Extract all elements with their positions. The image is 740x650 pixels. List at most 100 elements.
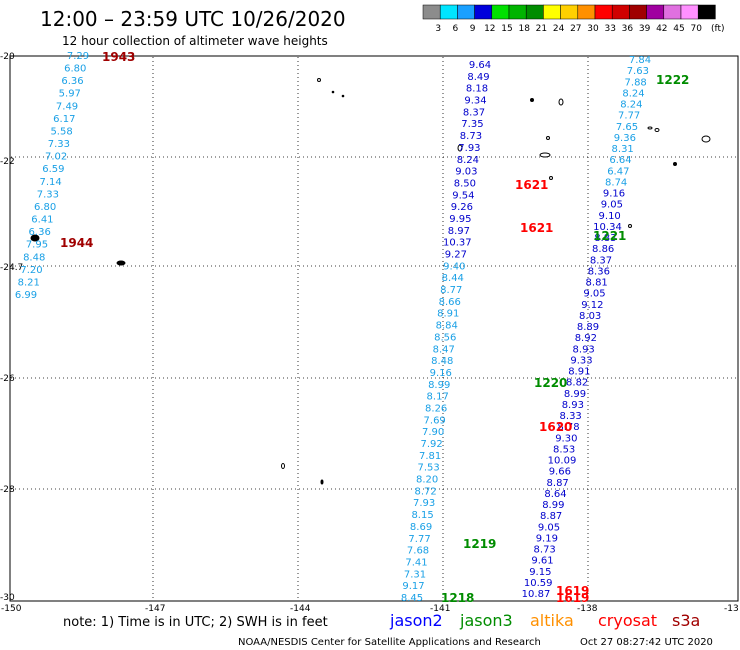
wave-height-value: 8.45 bbox=[401, 593, 423, 604]
pass-label: 1619 bbox=[556, 584, 589, 598]
map-subtitle: 12 hour collection of altimeter wave hei… bbox=[62, 34, 328, 48]
legend-label: 70 bbox=[690, 24, 702, 34]
wave-height-value: 8.73 bbox=[460, 131, 482, 142]
satellite-name: jason3 bbox=[459, 611, 513, 630]
wave-height-value: 7.69 bbox=[424, 415, 446, 426]
wave-height-value: 9.27 bbox=[445, 250, 467, 261]
legend-swatch bbox=[439, 4, 458, 20]
legend-label: 45 bbox=[673, 24, 684, 34]
pass-label: 1619 bbox=[556, 591, 589, 605]
wave-height-value: 7.29 bbox=[67, 51, 89, 62]
legend-swatch bbox=[577, 4, 596, 20]
lat-label: -24.7 bbox=[0, 263, 23, 273]
satellite-name: jason2 bbox=[389, 611, 443, 630]
legend-label: 9 bbox=[470, 24, 476, 34]
wave-height-value: 7.84 bbox=[629, 55, 651, 66]
wave-height-value: 7.65 bbox=[616, 122, 638, 133]
wave-height-value: 6.80 bbox=[64, 64, 86, 75]
wave-height-value: 8.99 bbox=[564, 389, 586, 400]
wave-height-value: 8.36 bbox=[588, 266, 610, 277]
pass-label: 1222 bbox=[656, 73, 689, 87]
wave-height-value: 8.48 bbox=[23, 252, 45, 263]
wave-height-value: 9.33 bbox=[570, 355, 592, 366]
wave-height-value: 8.15 bbox=[411, 510, 433, 521]
legend-label: 21 bbox=[536, 24, 547, 34]
pass-label: 1621 bbox=[520, 221, 553, 235]
wave-height-value: 8.18 bbox=[466, 84, 488, 95]
latitude-labels: -20 -22 -24.7 -26 -28 -30 bbox=[0, 52, 23, 603]
wave-height-value: 9.34 bbox=[464, 96, 486, 107]
wave-height-value: 7.41 bbox=[405, 557, 427, 568]
pass-label: 1621 bbox=[515, 178, 548, 192]
wave-height-value: 8.91 bbox=[437, 309, 459, 320]
legend-swatch bbox=[560, 4, 579, 20]
legend-label: 30 bbox=[587, 24, 599, 34]
wave-height-value: 8.82 bbox=[566, 378, 588, 389]
footer-credit: NOAA/NESDIS Center for Satellite Applica… bbox=[238, 637, 541, 648]
wave-height-value: 7.33 bbox=[37, 189, 59, 200]
wave-height-value: 8.50 bbox=[454, 178, 476, 189]
wave-height-value: 9.10 bbox=[599, 211, 621, 222]
wave-height-value: 8.93 bbox=[562, 400, 584, 411]
wave-height-value: 8.37 bbox=[590, 255, 612, 266]
lon-label: -147 bbox=[145, 604, 165, 614]
wave-height-value: 7.31 bbox=[404, 569, 426, 580]
wave-height-value: 9.16 bbox=[603, 189, 625, 200]
wave-height-value: 7.77 bbox=[618, 111, 640, 122]
wave-height-value: 9.30 bbox=[555, 433, 577, 444]
legend-label: 15 bbox=[501, 24, 512, 34]
wave-height-value: 10.59 bbox=[524, 578, 553, 589]
legend-label: 27 bbox=[570, 24, 581, 34]
wave-height-value: 8.99 bbox=[542, 500, 564, 511]
wave-height-value: 6.41 bbox=[31, 215, 53, 226]
lon-label: -144 bbox=[290, 604, 311, 614]
wave-height-value: 8.92 bbox=[575, 333, 597, 344]
wave-height-value: 8.78 bbox=[557, 422, 579, 433]
wave-height-value: 7.81 bbox=[419, 451, 441, 462]
map-title: 12:00 – 23:59 UTC 10/26/2020 bbox=[40, 7, 346, 31]
wave-height-value: 8.56 bbox=[434, 332, 456, 343]
wave-height-value: 5.97 bbox=[59, 89, 81, 100]
legend-label: 39 bbox=[639, 24, 651, 34]
wave-height-value: 8.89 bbox=[577, 322, 599, 333]
wave-height-value: 8.91 bbox=[568, 367, 590, 378]
wave-height-value: 7.20 bbox=[20, 265, 42, 276]
wave-height-value: 6.36 bbox=[61, 76, 83, 87]
wave-height-value: 8.83 bbox=[594, 233, 616, 244]
wave-height-value: 6.17 bbox=[53, 114, 75, 125]
legend-label: 36 bbox=[622, 24, 634, 34]
wave-height-value: 6.80 bbox=[34, 202, 56, 213]
wave-height-value: 8.87 bbox=[547, 478, 569, 489]
wave-height-value: 8.86 bbox=[592, 244, 614, 255]
wave-height-value: 8.03 bbox=[579, 311, 601, 322]
wave-height-value: 8.44 bbox=[442, 273, 464, 284]
legend-swatch bbox=[697, 4, 716, 20]
wave-height-value: 8.21 bbox=[18, 277, 40, 288]
legend-label: 6 bbox=[453, 24, 459, 34]
pass-label: 1219 bbox=[463, 537, 496, 551]
wave-height-value: 9.03 bbox=[455, 167, 477, 178]
wave-height-value: 8.53 bbox=[553, 444, 575, 455]
lon-label: -150 bbox=[1, 604, 22, 614]
lat-label: -20 bbox=[0, 52, 15, 62]
wave-height-value: 9.61 bbox=[531, 556, 553, 567]
wave-height-value: 9.36 bbox=[614, 133, 636, 144]
wave-height-value: 8.99 bbox=[428, 380, 450, 391]
legend-swatch bbox=[611, 4, 630, 20]
wave-height-value: 7.02 bbox=[45, 152, 67, 163]
satellite-name: cryosat bbox=[598, 611, 657, 630]
islands bbox=[30, 78, 711, 485]
wave-height-value: 7.35 bbox=[461, 119, 483, 130]
wave-height-value: 9.19 bbox=[536, 533, 558, 544]
lon-label: -138 bbox=[577, 604, 598, 614]
wave-height-value: 10.09 bbox=[548, 456, 577, 467]
wave-height-value: 9.15 bbox=[529, 567, 551, 578]
legend-swatch bbox=[508, 4, 527, 20]
wave-height-value: 7.53 bbox=[417, 463, 439, 474]
wave-height-value: 8.97 bbox=[448, 226, 470, 237]
satellite-legend: jason2 jason3 altika cryosat s3a bbox=[389, 611, 700, 630]
wave-height-value: 8.93 bbox=[573, 344, 595, 355]
wave-height-value: 8.87 bbox=[540, 511, 562, 522]
wave-height-tracks: 7.296.806.365.977.496.175.587.337.026.59… bbox=[15, 51, 651, 604]
